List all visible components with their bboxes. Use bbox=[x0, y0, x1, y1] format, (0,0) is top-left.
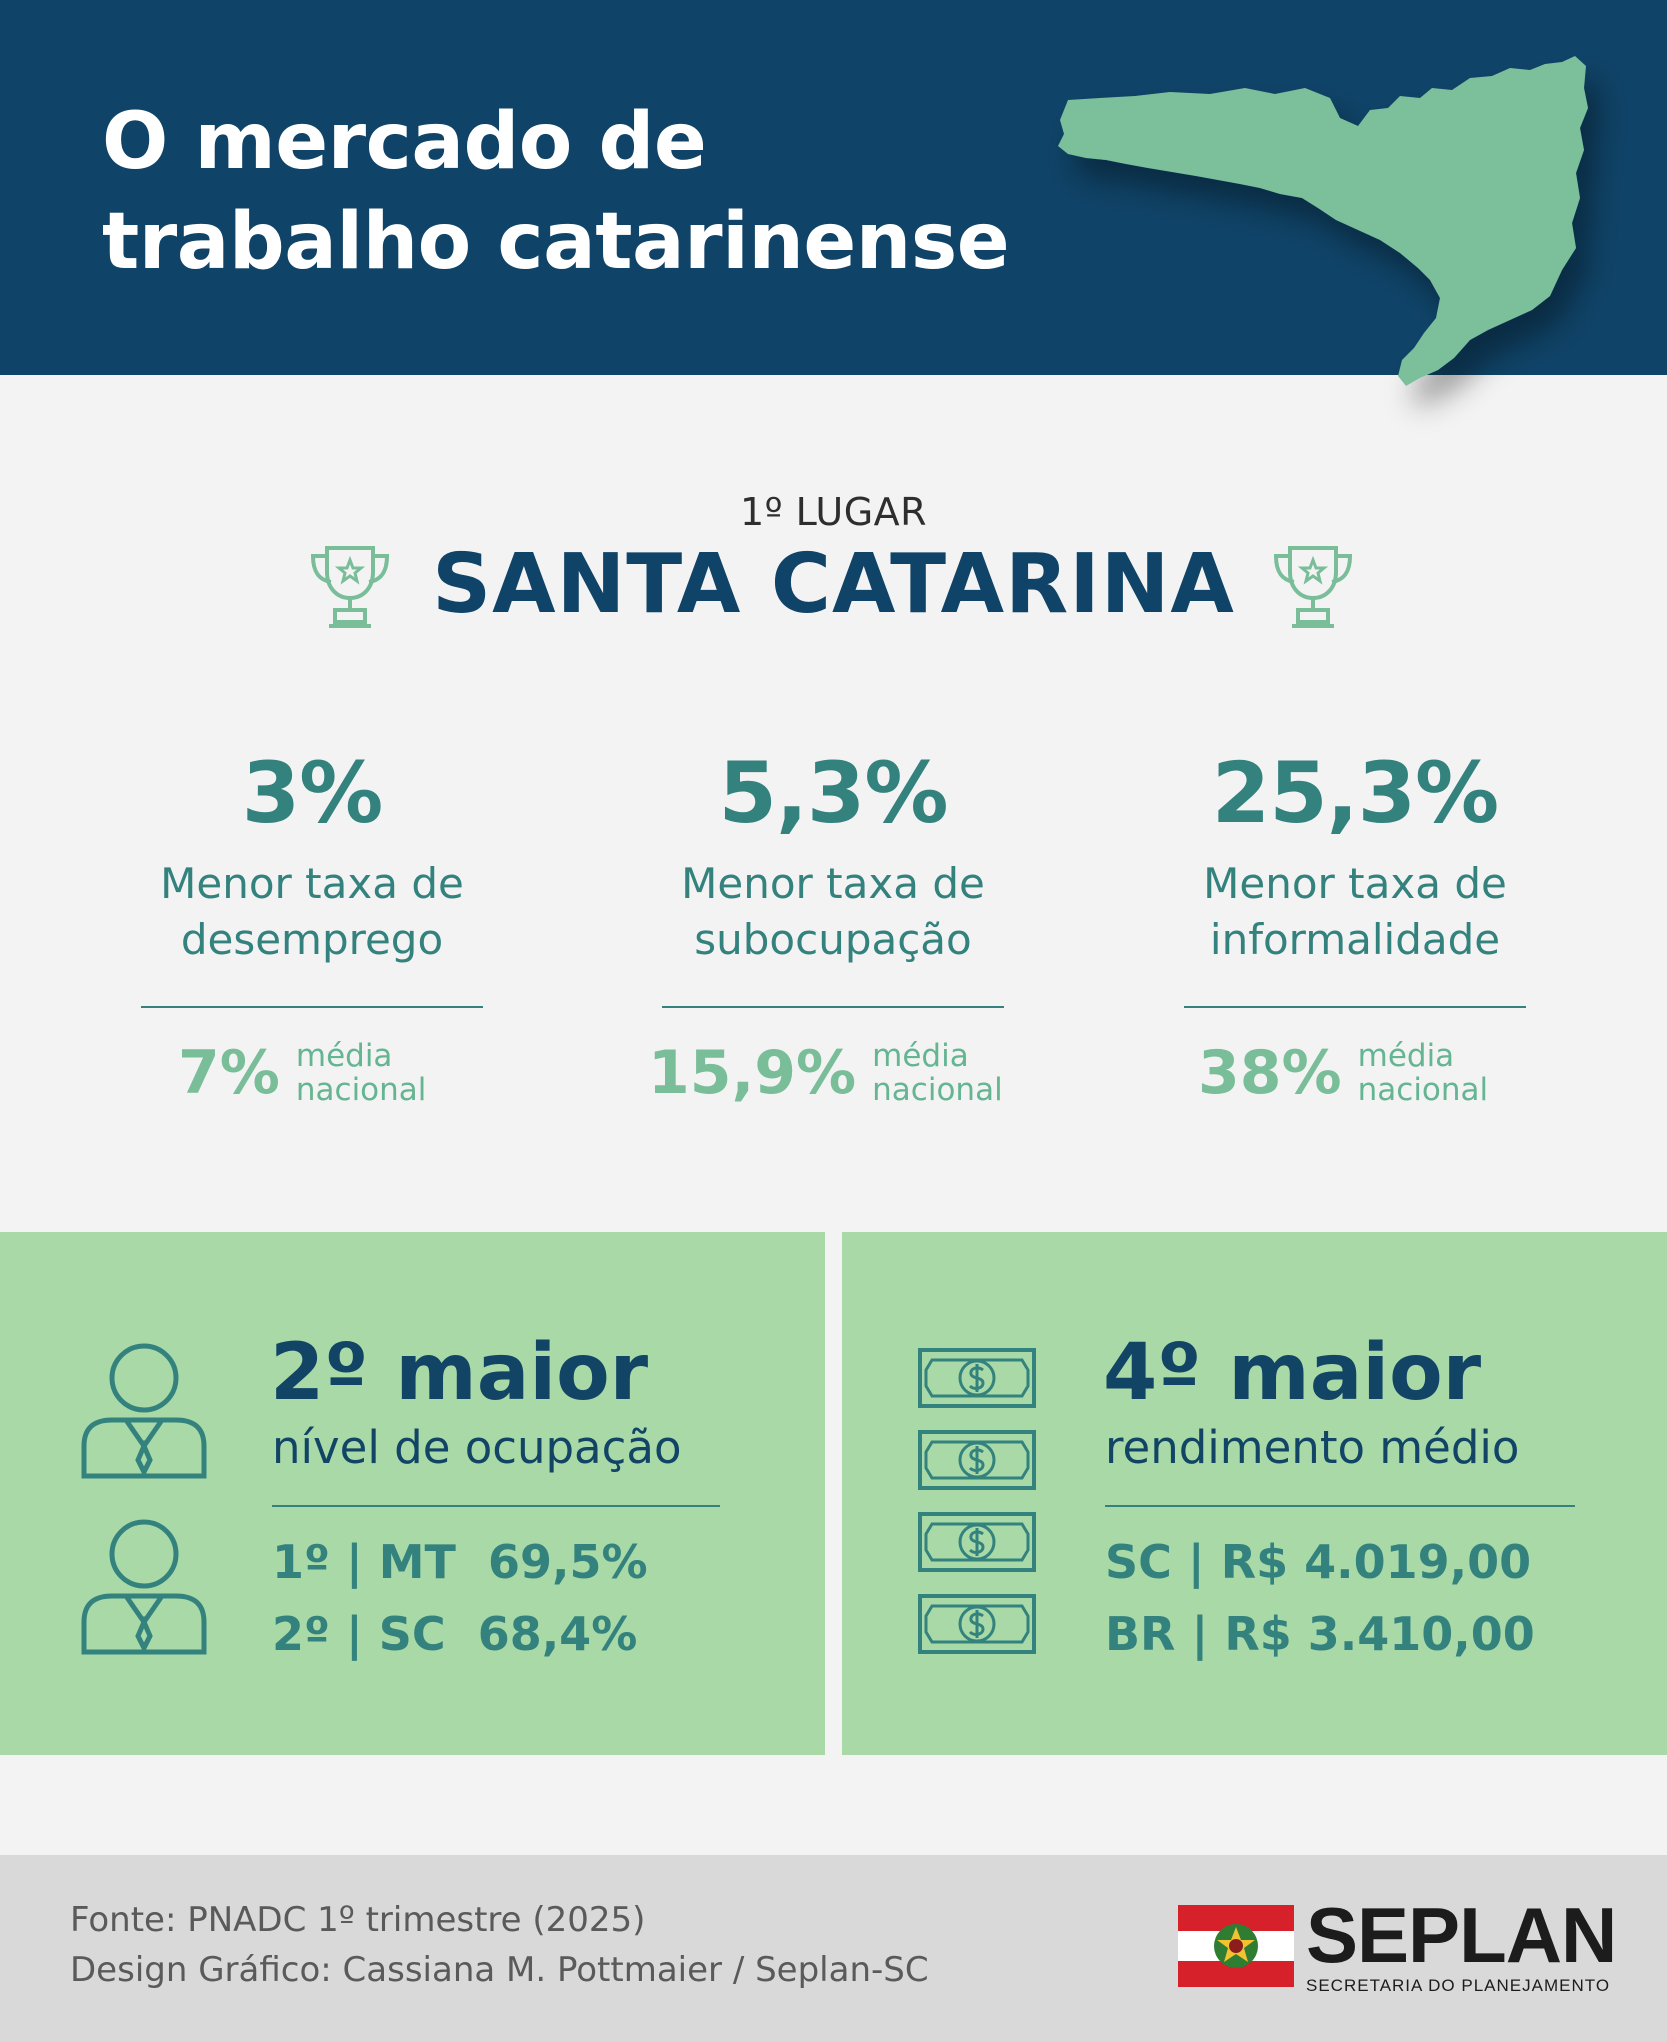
national-value: 7% bbox=[178, 1038, 280, 1108]
stat-informality: 25,3% Menor taxa de informalidade bbox=[1155, 738, 1555, 1008]
stat-desc-line: Menor taxa de bbox=[1203, 859, 1507, 908]
banknote-icon bbox=[918, 1512, 1036, 1572]
trophy-icon bbox=[1273, 546, 1353, 628]
stat-desc-line: subocupação bbox=[694, 915, 972, 964]
national-label: média nacional bbox=[872, 1039, 1003, 1107]
national-label-line: nacional bbox=[295, 1072, 427, 1108]
title-line-1: O mercado de bbox=[102, 97, 707, 187]
occupation-row: 1º | MT 69,5% bbox=[272, 1535, 648, 1589]
national-label: média nacional bbox=[1358, 1039, 1489, 1107]
national-label-line: média bbox=[295, 1038, 393, 1074]
national-value: 15,9% bbox=[648, 1038, 857, 1108]
income-row: SC | R$ 4.019,00 bbox=[1105, 1535, 1532, 1589]
person-icon bbox=[81, 1343, 207, 1479]
income-row: BR | R$ 3.410,00 bbox=[1105, 1607, 1535, 1661]
national-average: 38% média nacional bbox=[1198, 1038, 1488, 1108]
banknote-icon bbox=[918, 1594, 1036, 1654]
stat-underemployment: 5,3% Menor taxa de subocupação bbox=[633, 738, 1033, 1008]
occupation-panel bbox=[0, 1232, 825, 1755]
national-label-line: nacional bbox=[1357, 1072, 1489, 1108]
divider bbox=[662, 1006, 1004, 1008]
seplan-logo-subtitle: SECRETARIA DO PLANEJAMENTO bbox=[1306, 1976, 1611, 1995]
stat-unemployment: 3% Menor taxa de desemprego bbox=[112, 738, 512, 1008]
stat-value: 25,3% bbox=[1211, 744, 1499, 842]
source-text: Fonte: PNADC 1º trimestre (2025) bbox=[70, 1900, 646, 1940]
seplan-logo-text: SEPLAN bbox=[1306, 1891, 1617, 1979]
national-label-line: média bbox=[1357, 1038, 1455, 1074]
national-label-line: nacional bbox=[872, 1072, 1003, 1108]
occupation-subtitle: nível de ocupação bbox=[272, 1421, 682, 1474]
stat-desc-line: Menor taxa de bbox=[681, 859, 985, 908]
national-average: 7% média nacional bbox=[178, 1038, 426, 1108]
national-average: 15,9% média nacional bbox=[648, 1038, 1003, 1108]
divider bbox=[1105, 1505, 1575, 1507]
stat-description: Menor taxa de desemprego bbox=[112, 856, 512, 968]
banknote-icon bbox=[918, 1348, 1036, 1408]
stat-desc-line: desemprego bbox=[180, 915, 444, 964]
page-title: O mercado de trabalho catarinense bbox=[102, 92, 1010, 292]
santa-catarina-map-icon bbox=[1058, 56, 1588, 386]
divider bbox=[141, 1006, 483, 1008]
national-value: 38% bbox=[1198, 1038, 1342, 1108]
footer bbox=[0, 1855, 1667, 2042]
stat-value: 5,3% bbox=[718, 744, 949, 842]
divider bbox=[1184, 1006, 1526, 1008]
banknote-icon bbox=[918, 1430, 1036, 1490]
occupation-headline: 2º maior bbox=[270, 1328, 649, 1418]
title-line-2: trabalho catarinense bbox=[102, 197, 1010, 287]
stat-description: Menor taxa de subocupação bbox=[633, 856, 1033, 968]
national-label: média nacional bbox=[296, 1039, 427, 1107]
income-subtitle: rendimento médio bbox=[1105, 1421, 1520, 1474]
income-headline: 4º maior bbox=[1103, 1328, 1482, 1418]
stat-value: 3% bbox=[241, 744, 384, 842]
santa-catarina-flag-icon bbox=[1178, 1905, 1294, 1987]
design-credit: Design Gráfico: Cassiana M. Pottmaier / … bbox=[70, 1950, 929, 1990]
trophy-icon bbox=[310, 546, 390, 628]
ranking-place: 1º LUGAR bbox=[739, 490, 928, 534]
stat-desc-line: Menor taxa de bbox=[160, 859, 464, 908]
stat-description: Menor taxa de informalidade bbox=[1155, 856, 1555, 968]
ranking-state: SANTA CATARINA bbox=[432, 537, 1235, 632]
stat-desc-line: informalidade bbox=[1209, 915, 1501, 964]
income-panel bbox=[842, 1232, 1667, 1755]
national-label-line: média bbox=[872, 1038, 969, 1074]
occupation-row: 2º | SC 68,4% bbox=[272, 1607, 638, 1661]
person-icon bbox=[81, 1519, 207, 1655]
divider bbox=[272, 1505, 720, 1507]
